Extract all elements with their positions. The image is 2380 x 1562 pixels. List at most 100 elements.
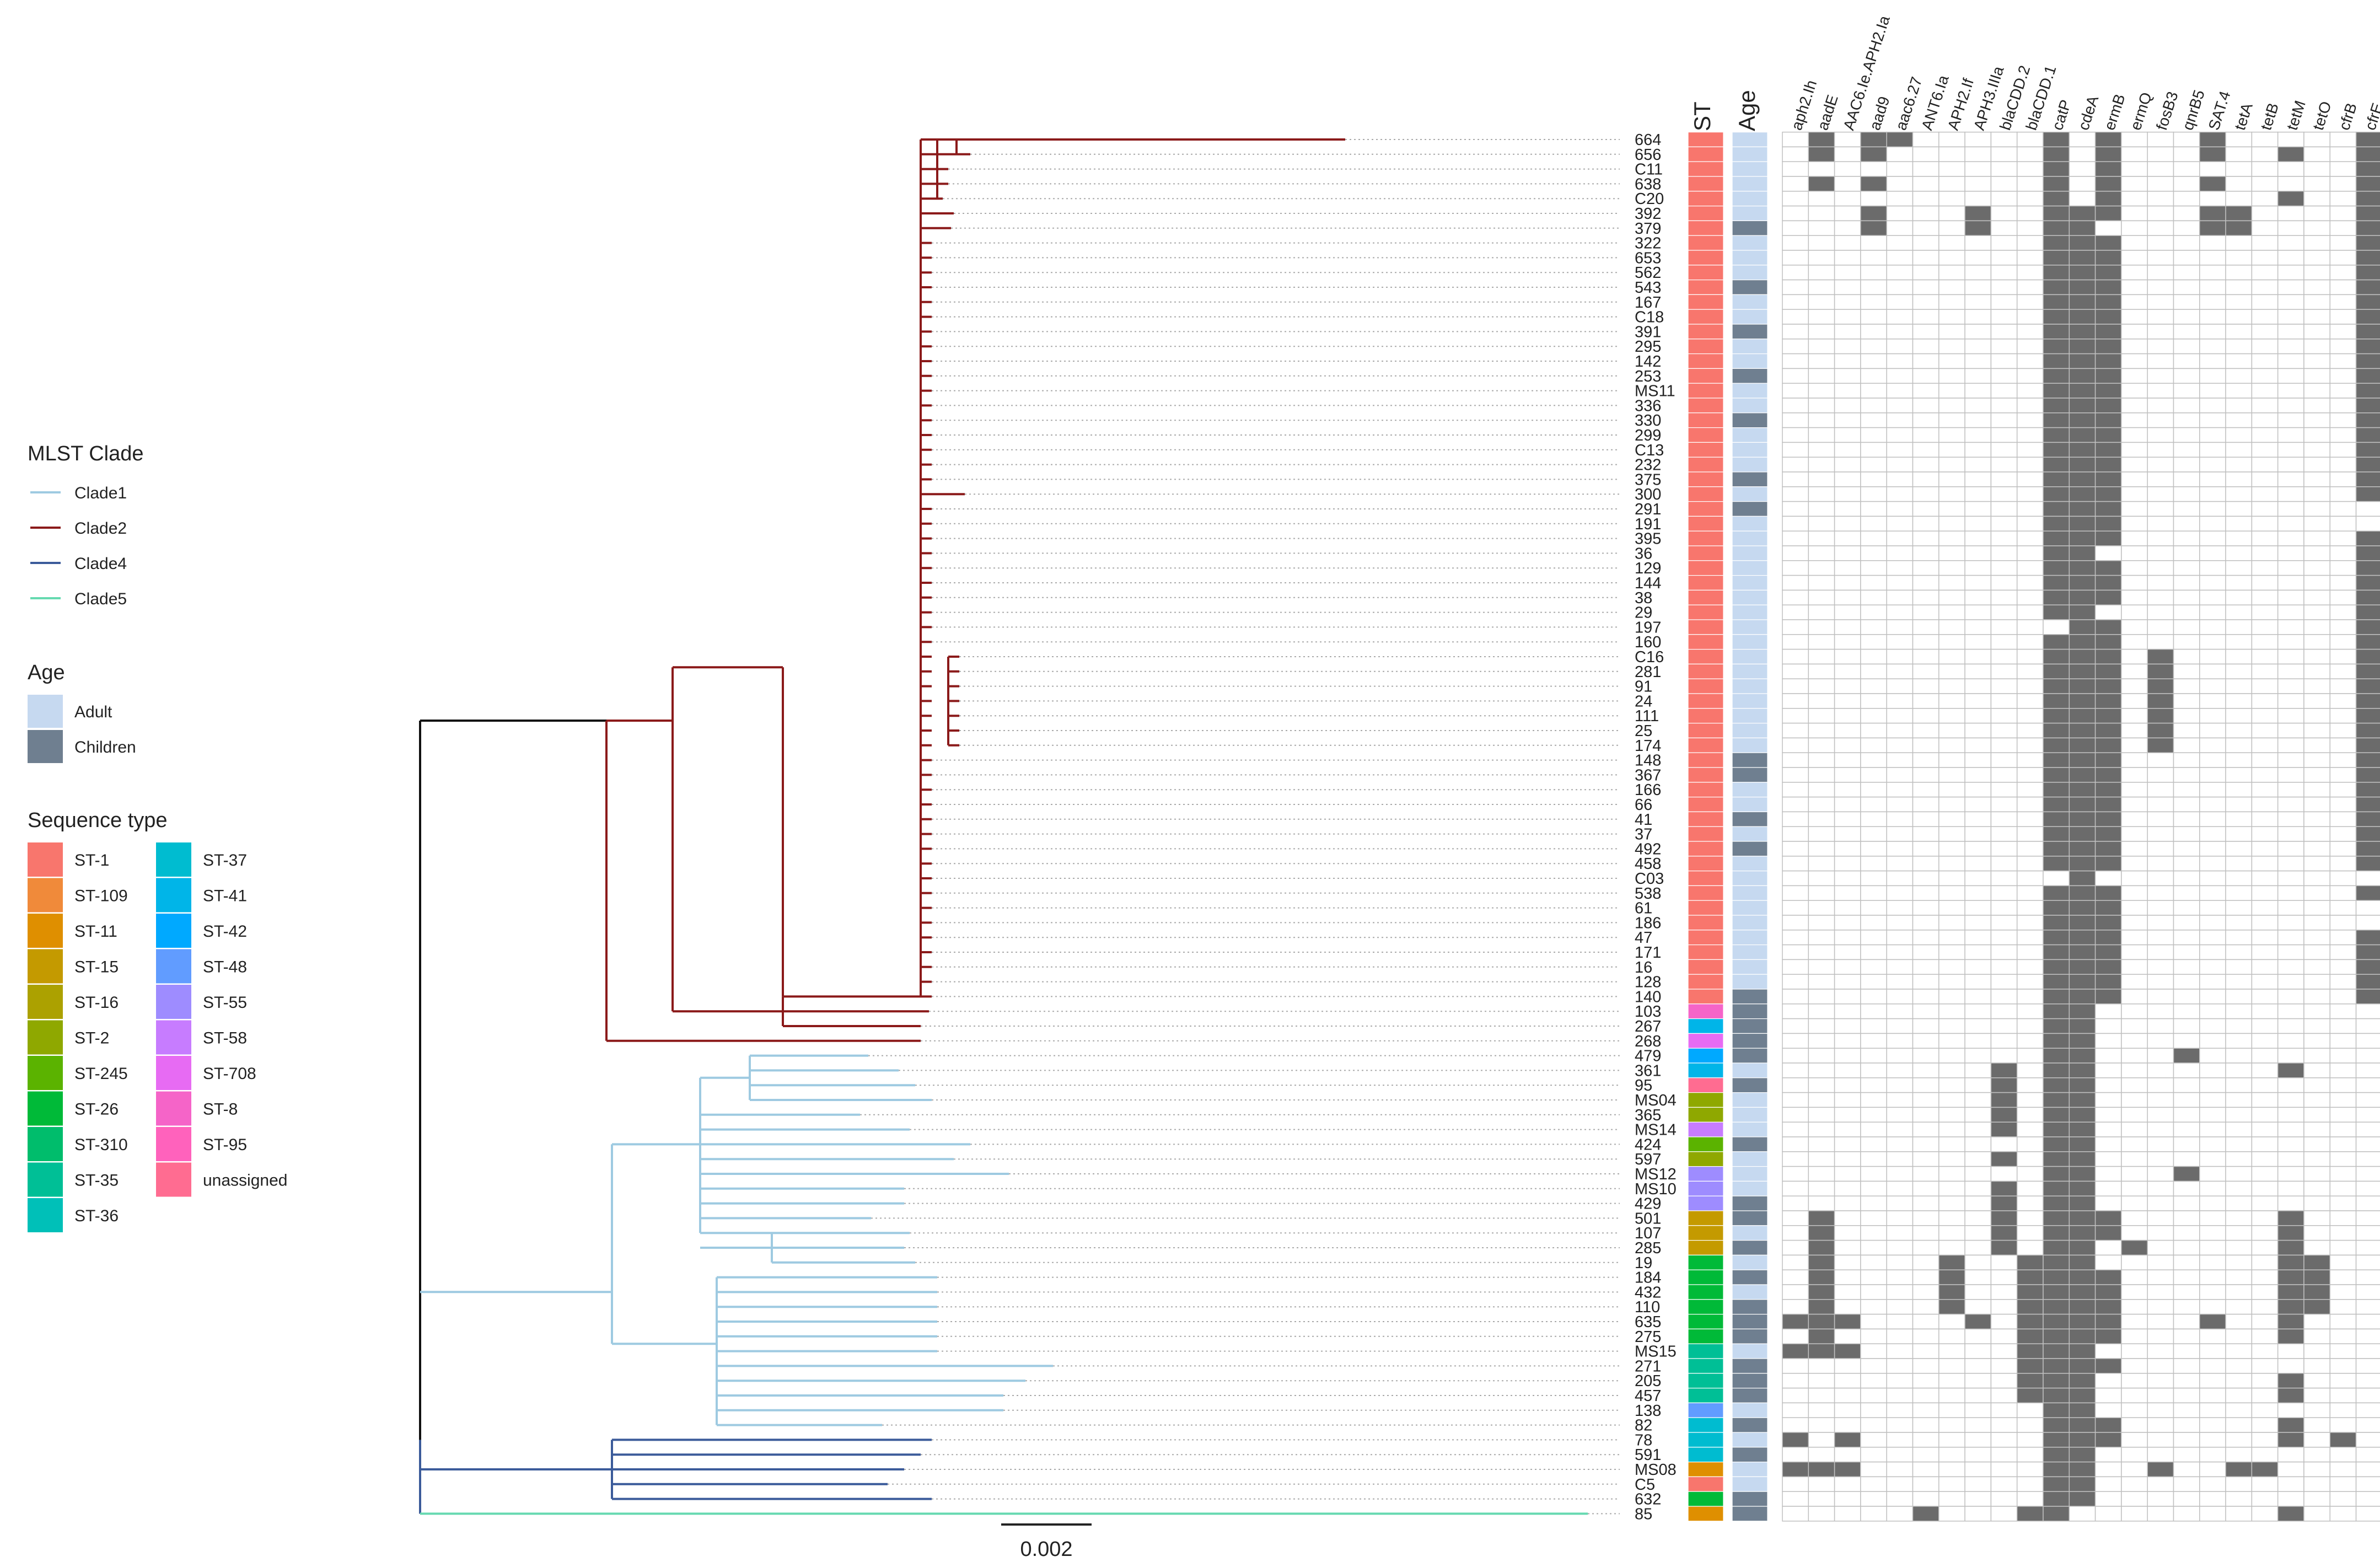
gene-cell xyxy=(1782,1003,1809,1019)
tip-label: 41 xyxy=(1635,811,1652,829)
gene-cell xyxy=(2329,146,2357,162)
gene-cell xyxy=(1964,1284,1992,1300)
st-legend-swatch xyxy=(156,1127,191,1161)
gene-cell xyxy=(1834,131,1861,148)
gene-cell xyxy=(2069,1447,2096,1463)
gene-cell xyxy=(2225,900,2253,916)
gene-cell xyxy=(2199,1328,2226,1344)
tip-label: MS04 xyxy=(1635,1092,1677,1109)
gene-cell xyxy=(2225,634,2253,650)
gene-cell xyxy=(2355,1417,2380,1433)
gene-cell xyxy=(2016,324,2044,340)
gene-cell xyxy=(2121,294,2148,310)
gene-cell xyxy=(1912,870,1940,887)
gene-cell xyxy=(2147,501,2174,517)
gene-cell xyxy=(2016,560,2044,576)
gene-cell xyxy=(2043,589,2070,605)
gene-cell xyxy=(2121,1432,2148,1448)
gene-cell xyxy=(1808,693,1835,709)
gene-cell xyxy=(1990,1210,2018,1226)
gene-cell xyxy=(2251,146,2279,162)
gene-header: aad9 xyxy=(1866,94,1893,132)
gene-cell xyxy=(1990,1476,2018,1492)
gene-cell xyxy=(2355,796,2380,813)
gene-cell xyxy=(2329,1506,2357,1522)
gene-cell xyxy=(2251,560,2279,576)
gene-cell xyxy=(2277,693,2304,709)
gene-cell xyxy=(2355,309,2380,325)
gene-cell xyxy=(1886,678,1914,694)
gene-cell xyxy=(2069,545,2096,561)
gene-cell xyxy=(2016,1048,2044,1064)
gene-cell xyxy=(1782,870,1809,887)
gene-cell xyxy=(2147,383,2174,399)
gene-cell xyxy=(2355,1358,2380,1374)
tip-label: C18 xyxy=(1635,309,1664,326)
gene-cell xyxy=(2225,1254,2253,1270)
gene-cell xyxy=(1990,427,2018,443)
gene-cell xyxy=(1990,782,2018,798)
gene-cell xyxy=(2199,191,2226,207)
gene-cell xyxy=(2121,678,2148,694)
gene-cell xyxy=(1886,1461,1914,1478)
gene-cell xyxy=(2355,442,2380,458)
age-cell xyxy=(1732,1462,1768,1478)
gene-cell xyxy=(2329,767,2357,783)
tip-label: 291 xyxy=(1635,501,1661,518)
gene-cell xyxy=(1938,1358,1965,1374)
gene-cell xyxy=(1990,1299,2018,1315)
gene-cell xyxy=(2121,1299,2148,1315)
st-cell xyxy=(1688,427,1724,443)
gene-cell xyxy=(1938,826,1965,842)
gene-cell xyxy=(2329,1284,2357,1300)
gene-cell xyxy=(2225,324,2253,340)
gene-cell xyxy=(2173,1151,2200,1167)
gene-cell xyxy=(1912,589,1940,605)
gene-cell xyxy=(2173,841,2200,857)
gene-header: fosB3 xyxy=(2153,89,2182,132)
gene-cell xyxy=(1938,767,1965,783)
gene-cell xyxy=(1808,885,1835,901)
gene-cell xyxy=(2225,1180,2253,1196)
gene-cell xyxy=(2121,457,2148,473)
tip-label: 285 xyxy=(1635,1239,1661,1257)
age-cell xyxy=(1732,1225,1768,1241)
gene-cell xyxy=(1808,1432,1835,1448)
st-cell xyxy=(1688,1388,1724,1404)
gene-cell xyxy=(1834,1195,1861,1211)
gene-cell xyxy=(2069,161,2096,177)
gene-cell xyxy=(2094,1018,2122,1034)
gene-cell xyxy=(1782,560,1809,576)
gene-cell xyxy=(2069,1343,2096,1359)
gene-cell xyxy=(1990,885,2018,901)
gene-cell xyxy=(2121,782,2148,798)
gene-cell xyxy=(2016,1461,2044,1478)
gene-cell xyxy=(2016,176,2044,192)
tip-label: 638 xyxy=(1635,175,1661,193)
gene-cell xyxy=(2121,1387,2148,1404)
gene-cell xyxy=(1964,1018,1992,1034)
gene-cell xyxy=(1886,294,1914,310)
st-cell xyxy=(1688,1447,1724,1463)
gene-cell xyxy=(2069,1358,2096,1374)
gene-cell xyxy=(2355,383,2380,399)
gene-cell xyxy=(1834,265,1861,281)
gene-cell xyxy=(2329,1328,2357,1344)
gene-cell xyxy=(2173,1313,2200,1330)
st-legend-swatch xyxy=(156,985,191,1019)
gene-cell xyxy=(2329,353,2357,369)
gene-cell xyxy=(2199,1491,2226,1507)
gene-cell xyxy=(2303,737,2331,753)
gene-cell xyxy=(1808,782,1835,798)
st-legend-label: ST-2 xyxy=(74,1029,109,1048)
gene-cell xyxy=(2016,250,2044,266)
st-cell xyxy=(1688,619,1724,635)
gene-cell xyxy=(2121,693,2148,709)
gene-cell xyxy=(2069,708,2096,724)
gene-cell xyxy=(2329,383,2357,399)
gene-cell xyxy=(1860,353,1887,369)
gene-cell xyxy=(2251,250,2279,266)
gene-cell xyxy=(2173,427,2200,443)
st-cell xyxy=(1688,1506,1724,1522)
st-legend-swatch xyxy=(28,1091,63,1126)
